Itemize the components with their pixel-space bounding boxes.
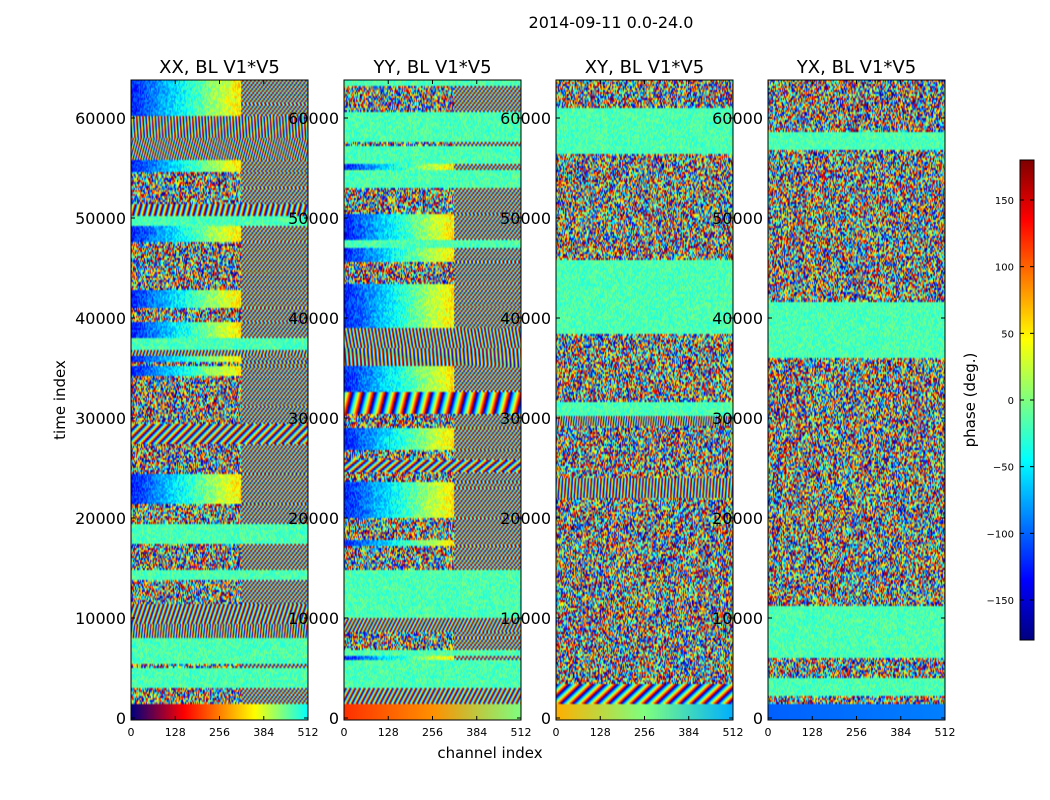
y-tick-label: 40000 (75, 309, 126, 328)
y-tick-label: 40000 (500, 309, 551, 328)
colorbar: −150 −100 −50 0 50 100 150 phase (deg.) (961, 159, 1035, 641)
heatmap-panels: XX, BL V1*V5 0 128 256 384 512 0 10000 20000 3000… (75, 57, 955, 739)
y-tick-label: 50000 (75, 209, 126, 228)
x-tick-label: 0 (765, 726, 772, 739)
y-tick-label: 40000 (288, 309, 339, 328)
panel-yy: YY, BL V1*V5 0 128 256 384 512 0 10000 20000 3000… (288, 57, 531, 739)
y-tick-label: 30000 (75, 409, 126, 428)
x-axis-label: channel index (437, 744, 542, 762)
y-tick-label: 10000 (712, 609, 763, 628)
y-tick-label: 10000 (75, 609, 126, 628)
colorbar-tick-label: 100 (995, 263, 1014, 274)
panel-xy: XY, BL V1*V5 0 128 256 384 512 0 10000 20000 3000… (500, 57, 743, 739)
x-tick-label: 512 (723, 726, 744, 739)
x-tick-label: 0 (128, 726, 135, 739)
colorbar-tick-label: −100 (987, 529, 1014, 540)
x-tick-label: 512 (935, 726, 956, 739)
colorbar-tick-label: −150 (987, 596, 1014, 607)
colorbar-tick-label: 150 (995, 196, 1014, 207)
y-tick-label: 20000 (712, 509, 763, 528)
panel-title: YX, BL V1*V5 (796, 57, 916, 78)
x-tick-label: 128 (590, 726, 611, 739)
panel-xx: XX, BL V1*V5 0 128 256 384 512 0 10000 20000 3000… (75, 57, 318, 739)
x-tick-label: 384 (678, 726, 699, 739)
heatmap-image-xy (556, 80, 733, 720)
colorbar-tick-label: 0 (1008, 396, 1014, 407)
y-tick-label: 40000 (712, 309, 763, 328)
x-tick-label: 256 (422, 726, 443, 739)
y-tick-label: 30000 (500, 409, 551, 428)
panel-title: XX, BL V1*V5 (159, 57, 280, 78)
heatmap-image-yy (344, 80, 521, 720)
panel-title: XY, BL V1*V5 (585, 57, 704, 78)
colorbar-ticks: −150 −100 −50 0 50 100 150 (987, 196, 1034, 607)
y-tick-label: 50000 (500, 209, 551, 228)
y-tick-label: 60000 (288, 109, 339, 128)
y-tick-label: 20000 (75, 509, 126, 528)
x-tick-label: 128 (802, 726, 823, 739)
heatmap-image-xx (131, 80, 308, 720)
x-tick-label: 384 (253, 726, 274, 739)
x-tick-label: 128 (165, 726, 186, 739)
colorbar-tick-label: −50 (993, 463, 1014, 474)
y-tick-label: 30000 (288, 409, 339, 428)
y-tick-label: 50000 (712, 209, 763, 228)
x-tick-label: 512 (511, 726, 532, 739)
y-tick-label: 60000 (75, 109, 126, 128)
x-tick-label: 0 (553, 726, 560, 739)
x-tick-label: 512 (298, 726, 319, 739)
colorbar-label: phase (deg.) (961, 353, 979, 448)
x-tick-label: 384 (466, 726, 487, 739)
x-tick-label: 0 (341, 726, 348, 739)
y-tick-label: 60000 (712, 109, 763, 128)
x-tick-label: 128 (378, 726, 399, 739)
y-tick-label: 10000 (288, 609, 339, 628)
panel-yx: YX, BL V1*V5 0 128 256 384 512 0 10000 20000 3000… (712, 57, 955, 739)
x-tick-label: 384 (890, 726, 911, 739)
y-tick-label: 20000 (500, 509, 551, 528)
x-tick-label: 256 (634, 726, 655, 739)
y-tick-label: 0 (116, 709, 126, 728)
x-tick-label: 256 (846, 726, 867, 739)
y-tick-label: 60000 (500, 109, 551, 128)
y-tick-label: 30000 (712, 409, 763, 428)
y-tick-label: 20000 (288, 509, 339, 528)
y-axis-label: time index (51, 360, 69, 440)
heatmap-image-yx (768, 80, 945, 720)
x-tick-label: 256 (209, 726, 230, 739)
colorbar-tick-label: 50 (1001, 329, 1014, 340)
y-tick-label: 0 (329, 709, 339, 728)
y-tick-label: 0 (541, 709, 551, 728)
y-tick-label: 50000 (288, 209, 339, 228)
figure-suptitle: 2014-09-11 0.0-24.0 (529, 13, 694, 32)
y-tick-label: 0 (753, 709, 763, 728)
panel-title: YY, BL V1*V5 (372, 57, 491, 78)
y-tick-label: 10000 (500, 609, 551, 628)
